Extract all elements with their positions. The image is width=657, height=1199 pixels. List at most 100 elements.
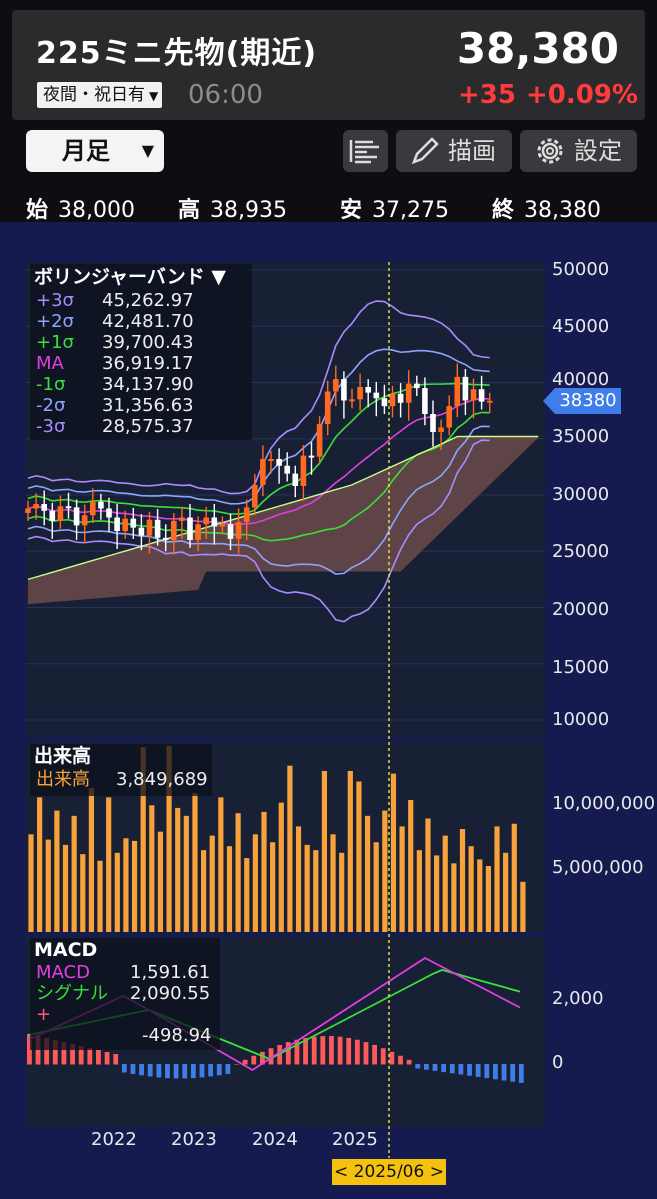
macd-row-label: MACD	[36, 962, 90, 983]
bollinger-band-line	[27, 397, 490, 526]
candle-body	[430, 414, 436, 432]
candle-body	[90, 501, 96, 516]
candle-body	[25, 508, 31, 513]
volume-bar	[468, 846, 474, 932]
candle-body	[389, 393, 396, 407]
session-dropdown[interactable]: 夜間・祝日有 ▼	[37, 82, 163, 108]
volume-bar	[287, 765, 293, 932]
volume-bar	[485, 866, 491, 932]
last-price: 38,380	[456, 24, 619, 73]
candle-body	[316, 424, 323, 457]
macd-histogram-bar	[320, 1036, 326, 1065]
candle-body	[73, 507, 80, 526]
time-axis-label: 2023	[171, 1129, 217, 1150]
macd-histogram-bar	[423, 1064, 429, 1070]
indicator-list-button[interactable]	[343, 130, 388, 172]
volume-bar	[71, 815, 77, 932]
candle-body	[98, 501, 104, 509]
volume-bar	[339, 852, 345, 932]
price-axis-label: 30000	[552, 484, 610, 505]
settings-button[interactable]: 設定	[520, 130, 637, 172]
draw-label: 描画	[448, 137, 496, 165]
close-value: 38,380	[524, 198, 601, 223]
candle-body	[284, 465, 290, 474]
candle-body	[33, 504, 39, 509]
macd-histogram-bar	[27, 1034, 32, 1065]
bollinger-row-value: 45,262.97	[102, 290, 194, 311]
candle-body	[308, 455, 315, 458]
macd-row-label: +	[36, 1004, 52, 1025]
macd-histogram-bar	[268, 1048, 274, 1065]
macd-histogram-bar	[493, 1064, 498, 1080]
period-select[interactable]: 月足 ▼	[26, 130, 164, 172]
volume-bar	[175, 807, 181, 932]
bollinger-row: -1σ 34,137.90	[30, 374, 252, 395]
volume-bar	[373, 842, 379, 932]
ohlc-high: 高 38,935	[178, 192, 287, 224]
open-label: 始	[26, 198, 49, 223]
quote-time: 06:00	[188, 80, 263, 110]
volume-bar	[477, 859, 483, 932]
macd-histogram-bar	[96, 1050, 101, 1065]
bollinger-title[interactable]: ボリンジャーバンド ▼	[34, 266, 227, 288]
volume-bar	[459, 829, 466, 932]
macd-row: +	[30, 1004, 220, 1025]
candle-body	[365, 387, 371, 393]
candle-body	[462, 376, 469, 401]
macd-histogram-bar	[35, 1036, 41, 1065]
volume-bar	[511, 823, 517, 932]
volume-axis-label: 10,000,000	[552, 793, 656, 814]
macd-histogram-bar	[449, 1064, 455, 1074]
high-label: 高	[178, 198, 201, 223]
bollinger-row: MA 36,919.17	[30, 353, 252, 374]
bollinger-row-value: 39,700.43	[102, 332, 194, 353]
macd-row-value: 2,090.55	[130, 983, 211, 1004]
volume-bar	[226, 846, 233, 932]
macd-histogram-bar	[329, 1036, 334, 1065]
bollinger-row: +2σ 42,481.70	[30, 311, 252, 332]
open-value: 38,000	[58, 198, 135, 223]
price-axis-label: 35000	[552, 426, 610, 447]
bollinger-row-value: 31,356.63	[102, 395, 194, 416]
macd-histogram-bar	[303, 1037, 308, 1065]
volume-bar	[356, 781, 362, 932]
candle-body	[357, 387, 363, 400]
volume-bar	[209, 835, 215, 932]
macd-histogram-bar	[130, 1064, 136, 1074]
volume-bar	[425, 818, 431, 932]
macd-histogram-bar	[285, 1042, 291, 1065]
macd-histogram-bar	[389, 1051, 395, 1065]
macd-histogram-bar	[190, 1064, 196, 1079]
draw-button[interactable]: 描画	[396, 130, 512, 172]
cloud-span-line	[27, 435, 539, 581]
bollinger-legend[interactable]: ボリンジャーバンド ▼ +3σ 45,262.97 +2σ 42,481.70 +1σ 3…	[30, 264, 252, 440]
macd-histogram-bar	[458, 1064, 464, 1075]
bollinger-band-line	[27, 439, 490, 623]
volume-bar	[28, 834, 34, 932]
bollinger-row-value: 28,575.37	[102, 416, 194, 437]
bollinger-row: -3σ 28,575.37	[30, 416, 252, 437]
volume-bar	[37, 797, 43, 932]
candle-body	[373, 392, 380, 399]
macd-row-value: -498.94	[142, 1025, 212, 1046]
low-label: 安	[340, 198, 363, 223]
macd-histogram-bar	[518, 1064, 524, 1083]
time-axis-label: 2022	[91, 1129, 137, 1150]
macd-histogram-bar	[165, 1064, 170, 1079]
volume-bar	[62, 844, 69, 932]
pencil-icon	[411, 137, 439, 165]
volume-bar	[192, 793, 198, 932]
candle-body	[300, 455, 307, 486]
macd-histogram-bar	[225, 1064, 231, 1074]
price-change-percent: +0.09%	[526, 80, 638, 110]
macd-histogram-bar	[415, 1064, 421, 1069]
candle-body	[333, 379, 339, 392]
candle-body	[187, 517, 193, 540]
macd-axis-label: 0	[552, 1052, 564, 1073]
volume-legend: 出来高 出来高 3,849,689	[30, 744, 212, 796]
low-value: 37,275	[372, 198, 449, 223]
macd-histogram-bar	[156, 1064, 162, 1078]
candle-body	[397, 393, 404, 403]
volume-bar	[347, 770, 353, 932]
